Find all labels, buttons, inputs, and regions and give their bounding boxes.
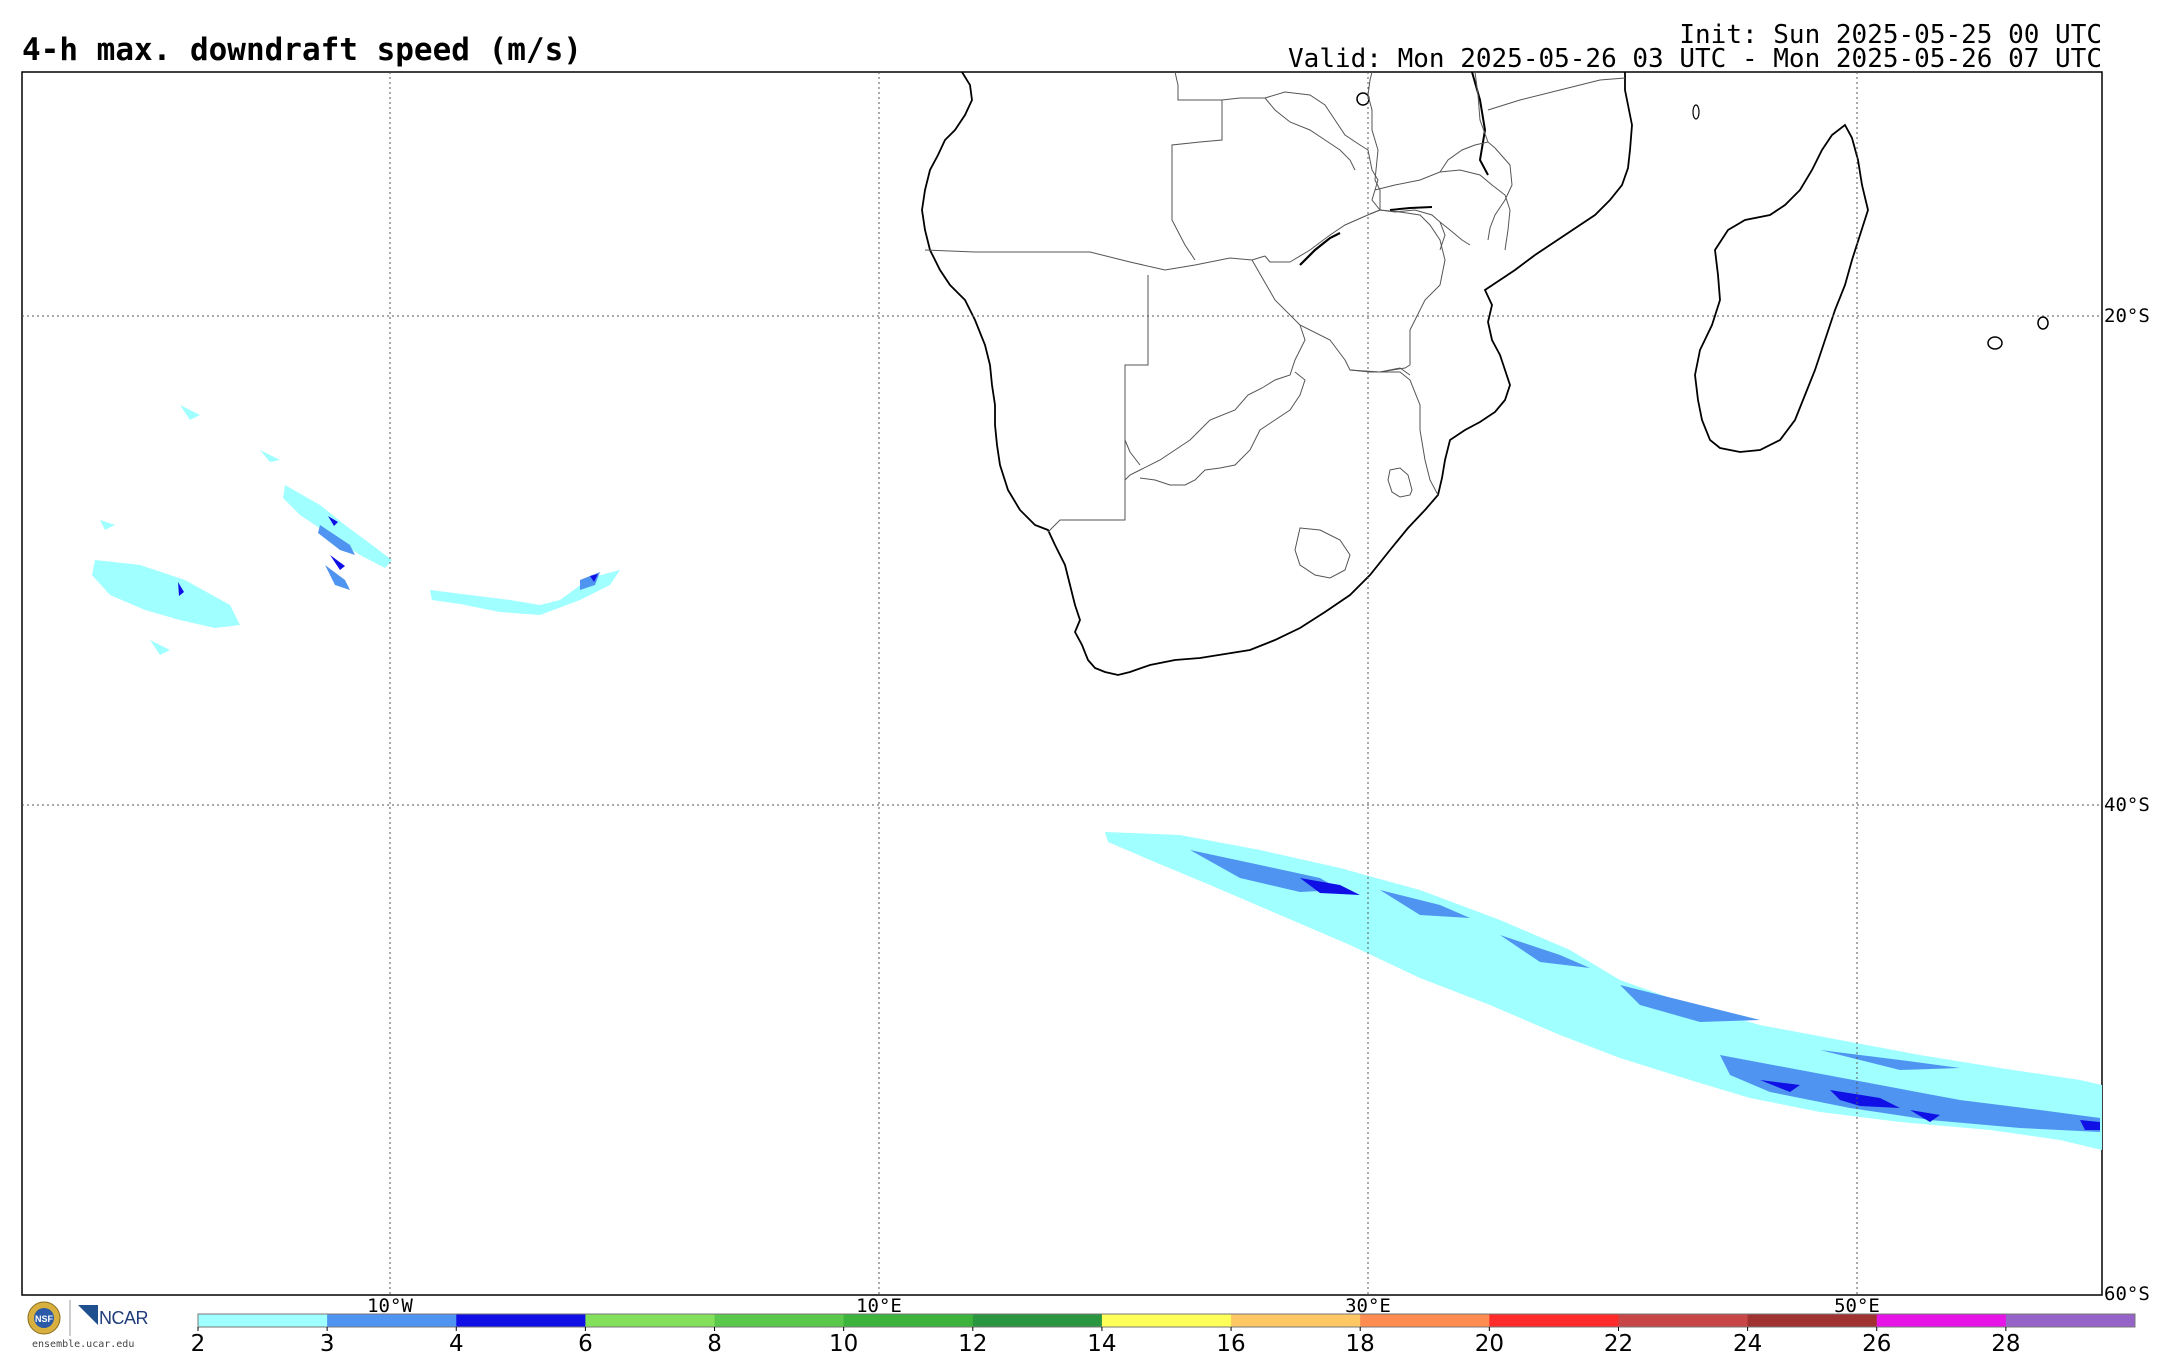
valid-time: Valid: Mon 2025-05-26 03 UTC - Mon 2025-… bbox=[1288, 44, 2102, 74]
colorbar-swatch bbox=[1876, 1314, 2007, 1327]
lake-cahora-bassa bbox=[1389, 206, 1433, 211]
downdraft-band-medium bbox=[1190, 850, 2100, 1132]
gridlines bbox=[22, 72, 2102, 1295]
nsf-logo-icon: NSF bbox=[27, 1301, 61, 1335]
svg-text:NSF: NSF bbox=[35, 1314, 54, 1324]
lon-label-10w: 10°W bbox=[367, 1295, 413, 1317]
colorbar-tick-label: 12 bbox=[958, 1331, 987, 1354]
colorbar-tick-label: 6 bbox=[578, 1331, 593, 1354]
colorbar-swatch bbox=[843, 1314, 974, 1327]
colorbar-tick-label: 3 bbox=[320, 1331, 335, 1354]
madagascar-coastline bbox=[1694, 123, 1869, 453]
colorbar-swatch bbox=[1489, 1314, 1619, 1327]
downdraft-band-light bbox=[1105, 832, 2102, 1150]
lat-label-60s: 60°S bbox=[2104, 1283, 2150, 1305]
country-borders bbox=[924, 71, 1626, 579]
island-mauritius bbox=[1987, 336, 2003, 350]
colorbar-swatch bbox=[1101, 1314, 1232, 1327]
colorbar-tick-label: 22 bbox=[1604, 1331, 1633, 1354]
downdraft-cluster-atlantic bbox=[92, 405, 620, 655]
ncar-logo-icon bbox=[78, 1305, 98, 1325]
colorbar-tick-label: 18 bbox=[1346, 1331, 1375, 1354]
website-url: ensemble.ucar.edu bbox=[32, 1339, 135, 1350]
colorbar-tick-label: 4 bbox=[449, 1331, 464, 1354]
colorbar-swatch bbox=[1618, 1314, 1749, 1327]
colorbar-tick-label: 14 bbox=[1087, 1331, 1116, 1354]
colorbar-tick-label: 16 bbox=[1216, 1331, 1245, 1354]
lat-label-40s: 40°S bbox=[2104, 794, 2150, 816]
colorbar-swatch bbox=[198, 1314, 328, 1327]
colorbar-swatch bbox=[327, 1314, 457, 1327]
colorbar-swatch bbox=[2005, 1314, 2136, 1327]
colorbar-tick-label: 20 bbox=[1475, 1331, 1504, 1354]
colorbar-swatch bbox=[585, 1314, 716, 1327]
colorbar-swatch bbox=[456, 1314, 586, 1327]
colorbar-swatch bbox=[972, 1314, 1103, 1327]
colorbar-frame bbox=[197, 1313, 2136, 1328]
colorbar-tick-label: 2 bbox=[191, 1331, 206, 1354]
init-time: Init: Sun 2025-05-25 00 UTC bbox=[1679, 20, 2102, 50]
colorbar-tick-label: 24 bbox=[1733, 1331, 1762, 1354]
lat-label-20s: 20°S bbox=[2104, 305, 2150, 327]
colorbar-swatch bbox=[714, 1314, 845, 1327]
lake-kariba bbox=[1299, 232, 1341, 266]
lon-label-50e: 50°E bbox=[1834, 1295, 1880, 1317]
colorbar-swatch bbox=[1231, 1314, 1361, 1327]
africa-coastline bbox=[921, 71, 1633, 676]
ncar-label: NCAR bbox=[99, 1308, 149, 1328]
colorbar-swatch bbox=[1747, 1314, 1878, 1327]
colorbar-tick-label: 26 bbox=[1862, 1331, 1891, 1354]
colorbar-tick-label: 8 bbox=[707, 1331, 722, 1354]
colorbar-tick-label: 28 bbox=[1991, 1331, 2020, 1354]
map-frame bbox=[21, 71, 2103, 1296]
lon-label-10e: 10°E bbox=[856, 1295, 902, 1317]
lon-label-30e: 30°E bbox=[1345, 1295, 1391, 1317]
downdraft-band-southern-ocean bbox=[1105, 832, 2102, 1150]
colorbar: 2 3 4 6 8 10 12 14 16 18 20 22 24 26 28 bbox=[191, 1313, 2136, 1354]
colorbar-swatch bbox=[1360, 1314, 1490, 1327]
map-title: 4-h max. downdraft speed (m/s) bbox=[22, 32, 582, 68]
colorbar-tick-label: 10 bbox=[829, 1331, 858, 1354]
island-comoros bbox=[1692, 104, 1700, 120]
island-reunion bbox=[2037, 316, 2049, 330]
